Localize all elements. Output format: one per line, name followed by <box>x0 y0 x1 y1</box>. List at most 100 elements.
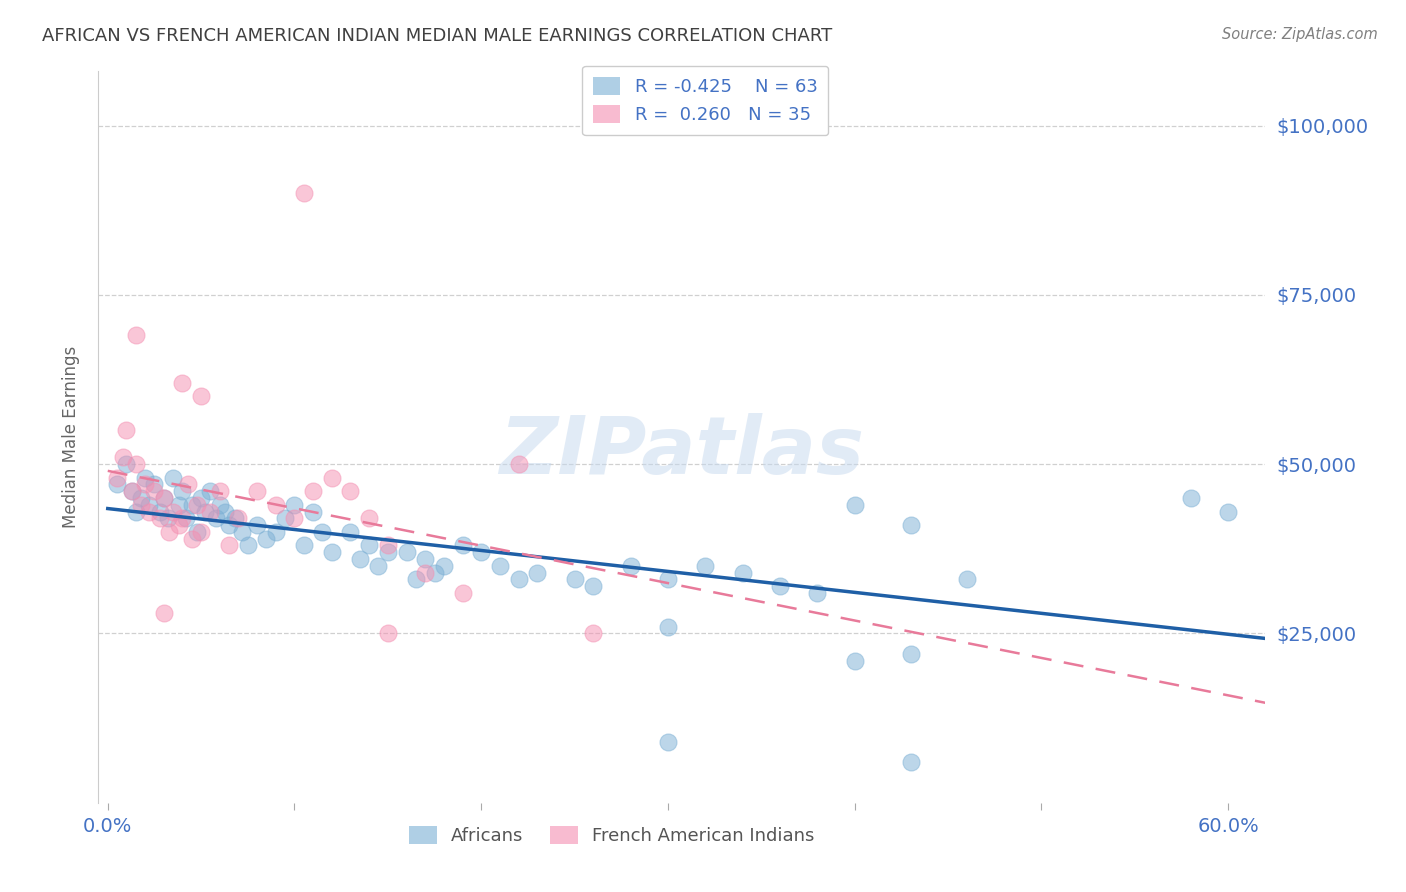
Point <box>292 538 315 552</box>
Point <box>302 484 325 499</box>
Point <box>138 505 160 519</box>
Point <box>246 484 269 499</box>
Point <box>208 498 231 512</box>
Point <box>125 505 148 519</box>
Point <box>423 566 446 580</box>
Point <box>900 755 922 769</box>
Point <box>311 524 333 539</box>
Point <box>121 484 143 499</box>
Point <box>657 735 679 749</box>
Point <box>143 484 166 499</box>
Point <box>321 545 343 559</box>
Point <box>236 538 259 552</box>
Point <box>172 484 194 499</box>
Point <box>105 471 128 485</box>
Point <box>264 498 287 512</box>
Point <box>205 511 228 525</box>
Point <box>156 511 179 525</box>
Point <box>359 538 381 552</box>
Point <box>152 606 174 620</box>
Point <box>657 572 679 586</box>
Point <box>526 566 548 580</box>
Point <box>125 328 148 343</box>
Legend: Africans, French American Indians: Africans, French American Indians <box>402 819 821 852</box>
Point <box>451 538 474 552</box>
Point <box>657 620 679 634</box>
Point <box>339 524 361 539</box>
Point <box>180 532 202 546</box>
Point <box>105 477 128 491</box>
Point <box>111 450 134 465</box>
Y-axis label: Median Male Earnings: Median Male Earnings <box>62 346 80 528</box>
Point <box>208 484 231 499</box>
Point <box>413 566 436 580</box>
Point <box>131 498 153 512</box>
Point <box>218 538 240 552</box>
Point <box>224 511 246 525</box>
Point <box>377 626 399 640</box>
Point <box>162 505 184 519</box>
Point <box>433 558 456 573</box>
Text: ZIPatlas: ZIPatlas <box>499 413 865 491</box>
Point <box>900 518 922 533</box>
Point <box>172 511 194 525</box>
Point <box>246 518 269 533</box>
Point <box>162 471 184 485</box>
Point <box>167 518 190 533</box>
Point <box>180 498 202 512</box>
Point <box>264 524 287 539</box>
Point <box>564 572 586 586</box>
Point <box>149 505 172 519</box>
Point <box>321 471 343 485</box>
Point <box>177 477 200 491</box>
Point <box>157 524 180 539</box>
Point <box>900 647 922 661</box>
Point <box>149 511 172 525</box>
Point <box>292 186 315 201</box>
Point <box>190 389 212 403</box>
Point <box>582 579 605 593</box>
Point <box>956 572 979 586</box>
Point <box>256 532 278 546</box>
Point <box>228 511 250 525</box>
Point <box>172 376 194 390</box>
Point <box>121 484 143 499</box>
Point <box>377 538 399 552</box>
Point <box>769 579 792 593</box>
Point <box>302 505 325 519</box>
Point <box>186 498 208 512</box>
Point <box>138 498 160 512</box>
Point <box>349 552 371 566</box>
Text: AFRICAN VS FRENCH AMERICAN INDIAN MEDIAN MALE EARNINGS CORRELATION CHART: AFRICAN VS FRENCH AMERICAN INDIAN MEDIAN… <box>42 27 832 45</box>
Point <box>115 457 138 471</box>
Point <box>125 457 148 471</box>
Point <box>152 491 174 505</box>
Point <box>231 524 253 539</box>
Point <box>186 524 208 539</box>
Point <box>413 552 436 566</box>
Point <box>844 498 866 512</box>
Point <box>619 558 641 573</box>
Point <box>152 491 174 505</box>
Point <box>174 511 197 525</box>
Point <box>339 484 361 499</box>
Point <box>283 511 305 525</box>
Point <box>377 545 399 559</box>
Point <box>405 572 427 586</box>
Point <box>1216 505 1239 519</box>
Point <box>731 566 754 580</box>
Text: Source: ZipAtlas.com: Source: ZipAtlas.com <box>1222 27 1378 42</box>
Point <box>844 654 866 668</box>
Point <box>1180 491 1202 505</box>
Point <box>508 457 530 471</box>
Point <box>194 505 217 519</box>
Point <box>218 518 240 533</box>
Point <box>359 511 381 525</box>
Point <box>134 477 156 491</box>
Point <box>367 558 389 573</box>
Point <box>200 484 222 499</box>
Point <box>582 626 605 640</box>
Point <box>395 545 418 559</box>
Point <box>695 558 717 573</box>
Point <box>451 586 474 600</box>
